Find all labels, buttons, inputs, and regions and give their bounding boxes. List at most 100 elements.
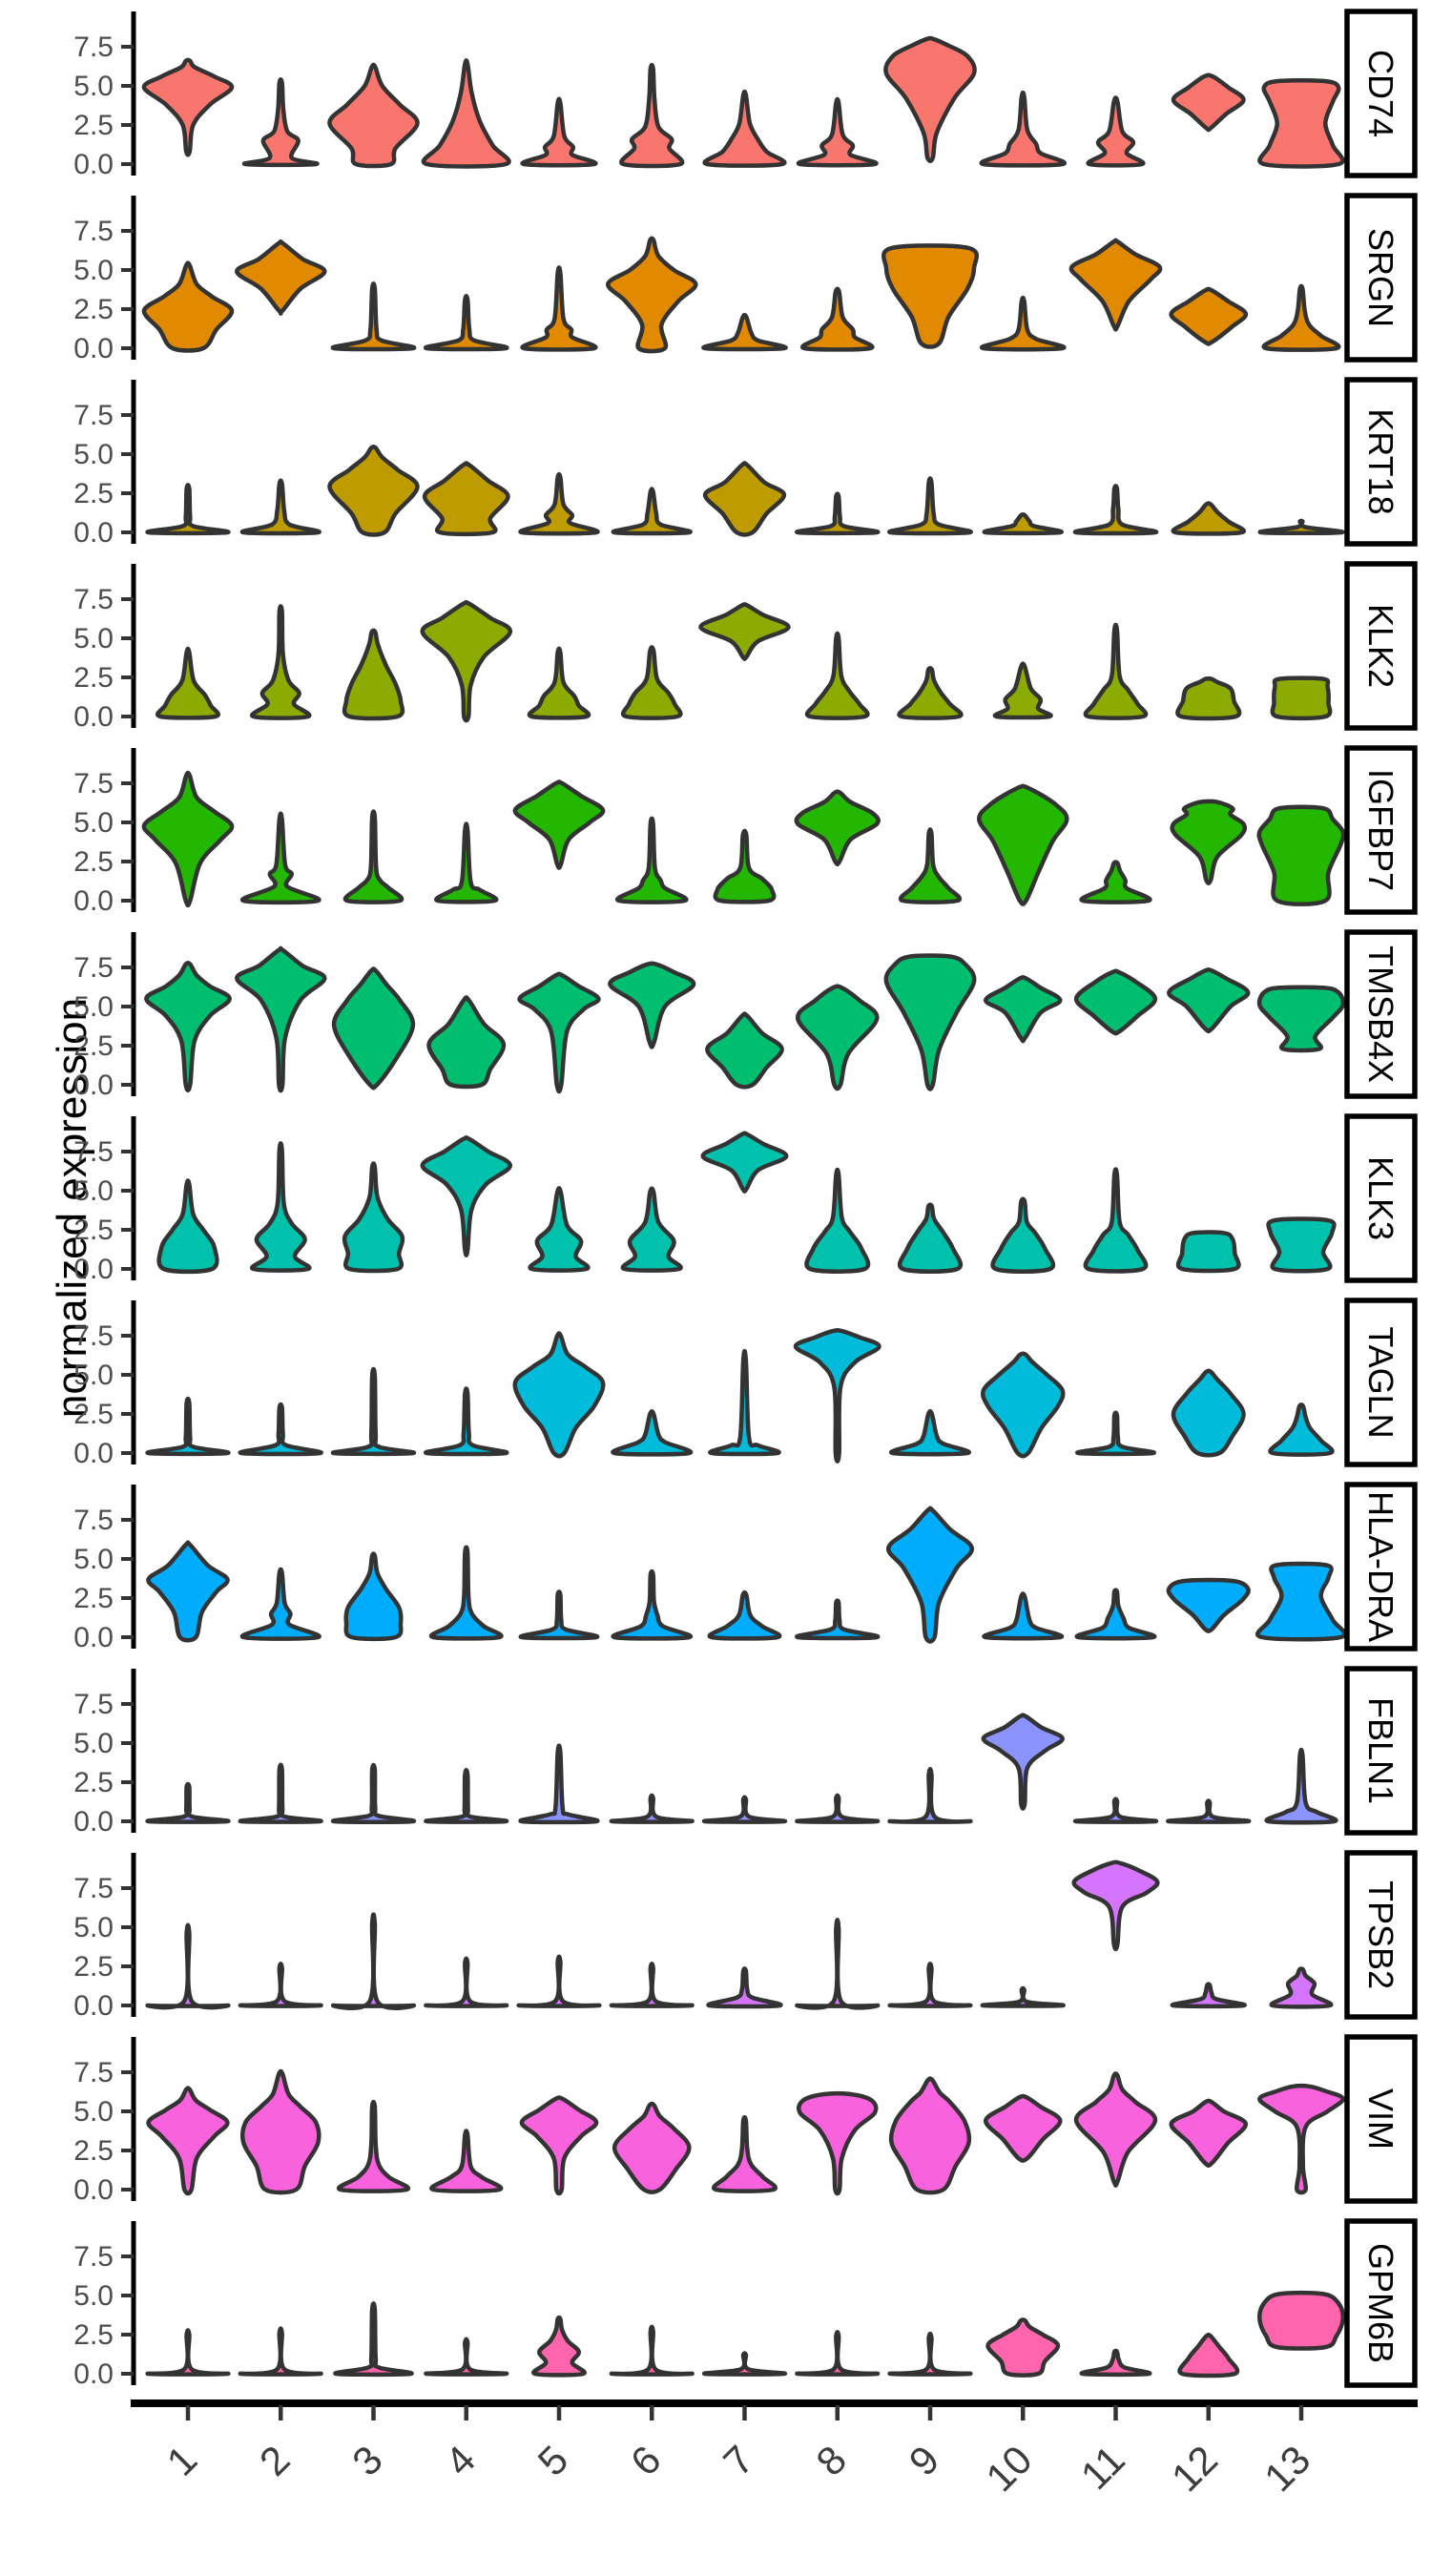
y-tick-label: 0.0 [73,149,114,180]
panel-KLK3: 0.0 2.5 5.0 7.5 KLK3 [73,1113,1418,1285]
violin-IGFBP7-cluster-9 [898,827,963,904]
facet-strip-KRT18 [1344,377,1418,547]
violin-KLK3-cluster-13 [1266,1216,1337,1274]
violin-HLA-DRA-cluster-7 [707,1589,782,1641]
facet-strip-label-SRGN: SRGN [1361,228,1400,327]
violin-KLK3-cluster-3 [342,1161,405,1274]
violin-FBLN1-cluster-13 [1264,1747,1338,1825]
x-tick-label-11: 11 [1072,2437,1133,2498]
violin-VIM-cluster-4 [429,2129,504,2193]
violin-VIM-cluster-8 [797,2090,879,2196]
violin-KRT18-cluster-9 [887,476,973,536]
facet-strip-KLK3 [1344,1113,1418,1283]
y-tick-label: 0.0 [73,333,114,364]
violin-KLK3-cluster-12 [1175,1230,1241,1274]
violin-TAGLN-cluster-9 [888,1408,972,1457]
violin-TAGLN-cluster-6 [611,1409,694,1457]
violin-HLA-DRA-cluster-3 [343,1551,404,1642]
x-tick-label-4: 4 [436,2437,484,2484]
violin-HLA-DRA-cluster-11 [1074,1588,1157,1641]
violin-TAGLN-cluster-11 [1075,1410,1156,1457]
x-tick-label-3: 3 [343,2437,391,2484]
violin-GPM6B-cluster-7 [702,2351,787,2377]
violin-VIM-cluster-9 [888,2076,972,2195]
violin-TMSB4X-cluster-9 [883,953,977,1091]
violin-FBLN1-cluster-3 [330,1762,417,1824]
violin-KLK2-cluster-1 [155,646,221,720]
violin-HLA-DRA-cluster-8 [795,1598,881,1641]
violin-KLK3-cluster-10 [990,1196,1056,1274]
violin-IGFBP7-cluster-5 [512,779,606,870]
panel-SRGN: 0.0 2.5 5.0 7.5 SRGN [73,193,1418,364]
violin-SRGN-cluster-4 [423,294,509,352]
violin-KLK2-cluster-3 [342,628,405,721]
violin-HLA-DRA-cluster-2 [239,1567,321,1641]
y-tick-label: 2.5 [73,662,114,694]
violin-VIM-cluster-12 [1169,2098,1249,2168]
panel-IGFBP7: 0.0 2.5 5.0 7.5 IGFBP7 [73,745,1418,917]
violin-CD74-cluster-10 [979,90,1067,168]
y-tick-label: 5.0 [73,1360,114,1391]
violin-GPM6B-cluster-2 [238,2326,323,2377]
facet-strip-label-CD74: CD74 [1361,50,1400,137]
facet-strip-label-TAGLN: TAGLN [1361,1326,1400,1438]
violin-KRT18-cluster-5 [518,471,600,536]
violin-HLA-DRA-cluster-5 [518,1589,600,1641]
violin-IGFBP7-cluster-2 [239,811,321,905]
violin-TMSB4X-cluster-12 [1167,967,1251,1033]
y-tick-label: 0.0 [73,885,114,917]
facet-strip-KLK2 [1344,561,1418,731]
y-tick-label: 5.0 [73,1175,114,1207]
y-tick-label: 0.0 [73,1622,114,1653]
x-tick-label-12: 12 [1163,2437,1226,2500]
violin-KLK2-cluster-7 [698,602,791,661]
violin-KLK3-cluster-9 [897,1202,964,1274]
violin-KRT18-cluster-4 [422,461,510,537]
y-tick-label: 5.0 [73,439,114,470]
violin-HLA-DRA-cluster-10 [982,1591,1065,1641]
violin-FBLN1-cluster-7 [701,1795,788,1824]
violin-VIM-cluster-6 [612,2101,692,2194]
violin-KLK3-cluster-5 [528,1186,591,1273]
violin-VIM-cluster-5 [519,2095,599,2196]
y-tick-label: 5.0 [73,255,114,286]
y-tick-label: 7.5 [73,1505,114,1536]
y-tick-label: 2.5 [73,1767,114,1798]
violin-KRT18-cluster-11 [1072,484,1159,536]
violin-TAGLN-cluster-4 [424,1386,509,1457]
x-tick-label-1: 1 [158,2437,206,2484]
violin-TAGLN-cluster-12 [1171,1368,1246,1458]
violin-TMSB4X-cluster-13 [1256,985,1346,1053]
panel-HLA-DRA: 0.0 2.5 5.0 7.5 HLA-DRA [73,1482,1418,1653]
y-tick-label: 7.5 [73,1136,114,1168]
facet-strip-label-KLK2: KLK2 [1361,604,1400,688]
facet-strip-label-VIM: VIM [1361,2088,1400,2150]
y-tick-label: 5.0 [73,1728,114,1759]
y-tick-label: 5.0 [73,71,114,102]
x-tick-label-7: 7 [715,2437,762,2484]
x-tick-label-6: 6 [622,2437,670,2484]
violin-TAGLN-cluster-5 [512,1331,606,1459]
y-tick-label: 7.5 [73,2241,114,2273]
violin-TMSB4X-cluster-2 [235,945,327,1093]
violin-TMSB4X-cluster-8 [796,984,880,1091]
violin-CD74-cluster-4 [421,58,511,169]
violin-FBLN1-cluster-12 [1166,1798,1252,1824]
violin-FBLN1-cluster-4 [424,1768,509,1824]
violin-TMSB4X-cluster-10 [983,974,1063,1044]
violin-FBLN1-cluster-9 [887,1767,973,1824]
facet-strip-HLA-DRA [1344,1482,1418,1652]
y-tick-label: 0.0 [73,1070,114,1101]
y-tick-label: 0.0 [73,517,114,549]
violin-SRGN-cluster-12 [1169,286,1249,346]
y-tick-label: 2.5 [73,846,114,878]
violin-TPSB2-cluster-10 [980,1985,1066,2008]
violin-FBLN1-cluster-8 [795,1793,881,1824]
y-tick-label: 0.0 [73,701,114,733]
violin-GPM6B-cluster-6 [609,2324,695,2377]
facet-strip-label-KLK3: KLK3 [1361,1156,1400,1240]
violin-KRT18-cluster-13 [1257,518,1345,535]
violin-KLK2-cluster-4 [420,599,513,723]
violin-TPSB2-cluster-3 [331,1912,416,2010]
y-tick-label: 2.5 [73,1951,114,1983]
